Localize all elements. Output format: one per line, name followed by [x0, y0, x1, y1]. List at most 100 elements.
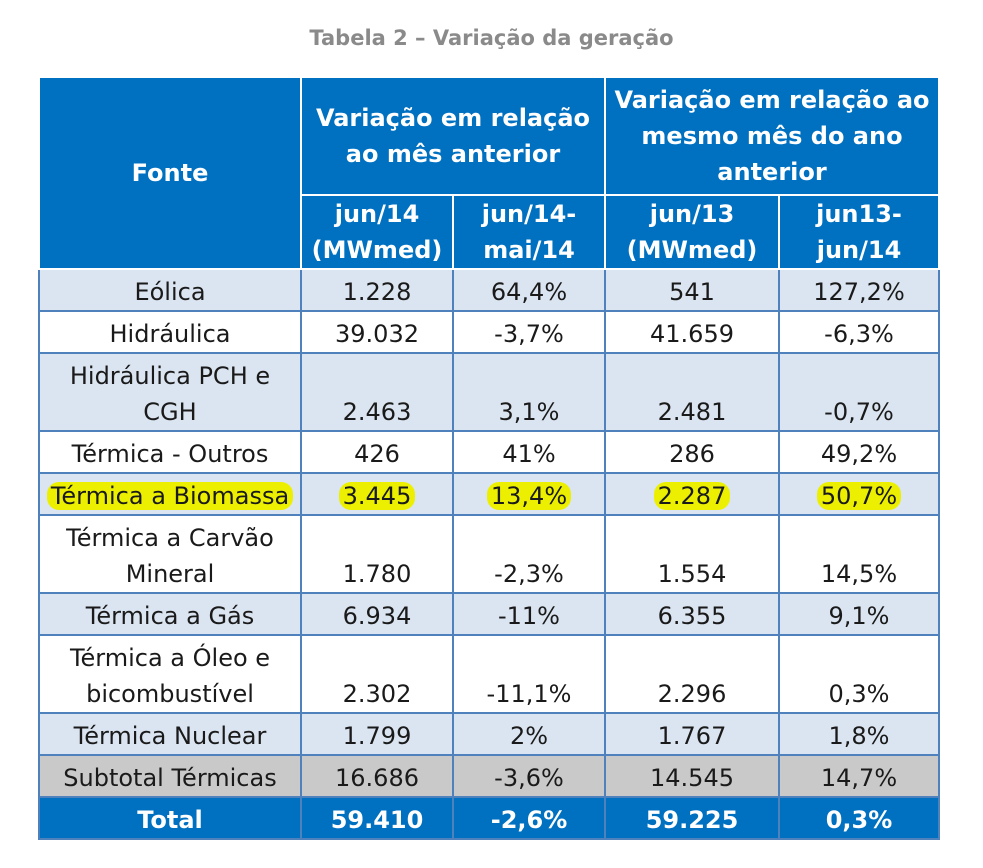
- row-fonte-label: Térmica a Carvão Mineral: [66, 524, 274, 588]
- row-fonte-cell: Eólica: [38, 268, 302, 312]
- row-value: 286: [669, 440, 715, 468]
- row-value-cell: 59.410: [300, 796, 454, 840]
- row-value-cell: -0,7%: [778, 352, 940, 432]
- table-row: Térmica a Gás 6.934 -11% 6.355 9,1%: [38, 592, 940, 636]
- header-group-prev-year: Variação em relação ao mesmo mês do ano …: [604, 76, 940, 196]
- row-value: 2.481: [657, 398, 727, 426]
- row-value: 41%: [502, 440, 556, 468]
- row-value-cell: 13,4%: [452, 472, 606, 516]
- row-fonte-label: Eólica: [134, 278, 206, 306]
- table-row: Hidráulica 39.032 -3,7% 41.659 -6,3%: [38, 310, 940, 354]
- row-value: -2,6%: [490, 806, 568, 834]
- row-value: 541: [669, 278, 715, 306]
- row-value: 14,7%: [820, 764, 898, 792]
- row-fonte-label: Térmica a Óleo e bicombustível: [69, 644, 271, 708]
- row-value-cell: -2,6%: [452, 796, 606, 840]
- row-value: 2.302: [342, 680, 412, 708]
- row-value-cell: -3,7%: [452, 310, 606, 354]
- row-fonte-label: Térmica a Biomassa: [46, 482, 294, 510]
- row-value: 0,3%: [825, 806, 893, 834]
- row-value: -2,3%: [494, 560, 564, 588]
- row-value-cell: 0,3%: [778, 796, 940, 840]
- row-value-cell: 50,7%: [778, 472, 940, 516]
- row-value: 14.545: [650, 764, 734, 792]
- row-value: 1.799: [342, 722, 412, 750]
- row-value-cell: -6,3%: [778, 310, 940, 354]
- row-value-cell: -3,6%: [452, 754, 606, 798]
- row-value-cell: -11,1%: [452, 634, 606, 714]
- row-value: 14,5%: [820, 560, 898, 588]
- row-fonte-cell: Térmica - Outros: [38, 430, 302, 474]
- row-value: 16.686: [335, 764, 419, 792]
- row-value: -3,6%: [494, 764, 564, 792]
- row-value: 2.463: [342, 398, 412, 426]
- row-fonte-label: Hidráulica PCH e CGH: [69, 362, 271, 426]
- row-value: 64,4%: [490, 278, 568, 306]
- row-value-cell: -11%: [452, 592, 606, 636]
- row-value: 1,8%: [828, 722, 890, 750]
- row-value: -6,3%: [824, 320, 894, 348]
- row-value: 2%: [509, 722, 549, 750]
- row-value-cell: 64,4%: [452, 268, 606, 312]
- row-fonte-cell: Térmica a Óleo e bicombustível: [38, 634, 302, 714]
- row-value: 426: [354, 440, 400, 468]
- row-fonte-cell: Térmica a Biomassa: [38, 472, 302, 516]
- row-value-cell: 1.554: [604, 514, 780, 594]
- row-value-cell: 1.780: [300, 514, 454, 594]
- row-value-cell: 0,3%: [778, 634, 940, 714]
- total-row: Total 59.410 -2,6% 59.225 0,3%: [38, 796, 940, 840]
- table-row: Térmica - Outros 426 41% 286 49,2%: [38, 430, 940, 474]
- generation-table: Fonte Variação em relação ao mês anterio…: [38, 76, 940, 840]
- row-value: 3,1%: [498, 398, 560, 426]
- row-value-cell: 9,1%: [778, 592, 940, 636]
- row-value-cell: 41.659: [604, 310, 780, 354]
- row-value: 59.225: [645, 806, 739, 834]
- row-value-cell: 1.767: [604, 712, 780, 756]
- row-fonte-cell: Térmica Nuclear: [38, 712, 302, 756]
- row-value: 3.445: [338, 482, 416, 510]
- row-value-cell: 286: [604, 430, 780, 474]
- row-value: 49,2%: [820, 440, 898, 468]
- row-value-cell: 2.287: [604, 472, 780, 516]
- row-value-cell: 14,5%: [778, 514, 940, 594]
- row-value-cell: 2%: [452, 712, 606, 756]
- row-value-cell: 59.225: [604, 796, 780, 840]
- row-value: -11%: [497, 602, 560, 630]
- row-value: 13,4%: [486, 482, 572, 510]
- row-value-cell: 426: [300, 430, 454, 474]
- row-value-cell: 2.296: [604, 634, 780, 714]
- row-fonte-label: Total: [137, 806, 203, 834]
- row-value-cell: 1.228: [300, 268, 454, 312]
- row-value: 6.355: [657, 602, 727, 630]
- row-value: 2.287: [653, 482, 731, 510]
- row-value-cell: 49,2%: [778, 430, 940, 474]
- row-value-cell: 3.445: [300, 472, 454, 516]
- table-row: Térmica a Óleo e bicombustível 2.302 -11,1…: [38, 634, 940, 714]
- row-value-cell: 16.686: [300, 754, 454, 798]
- header-col-jun14: jun/14 (MWmed): [300, 194, 454, 270]
- header-col-jun14-mai14: jun/14-mai/14: [452, 194, 606, 270]
- row-fonte-cell: Hidráulica PCH e CGH: [38, 352, 302, 432]
- header-group-prev-month: Variação em relação ao mês anterior: [300, 76, 606, 196]
- row-value: 9,1%: [828, 602, 890, 630]
- row-value-cell: 6.355: [604, 592, 780, 636]
- row-value: 1.228: [342, 278, 412, 306]
- row-value-cell: 39.032: [300, 310, 454, 354]
- row-value-cell: 127,2%: [778, 268, 940, 312]
- row-value-cell: -2,3%: [452, 514, 606, 594]
- row-value-cell: 6.934: [300, 592, 454, 636]
- row-fonte-cell: Térmica a Carvão Mineral: [38, 514, 302, 594]
- header-fonte: Fonte: [38, 76, 302, 270]
- row-value: 59.410: [330, 806, 424, 834]
- row-value-cell: 541: [604, 268, 780, 312]
- row-value-cell: 41%: [452, 430, 606, 474]
- table-row: Térmica a Carvão Mineral 1.780 -2,3% 1.554 1…: [38, 514, 940, 594]
- row-fonte-cell: Subtotal Térmicas: [38, 754, 302, 798]
- row-fonte-label: Subtotal Térmicas: [63, 764, 277, 792]
- row-value-cell: 14,7%: [778, 754, 940, 798]
- table-row: Hidráulica PCH e CGH 2.463 3,1% 2.481 -0,7%: [38, 352, 940, 432]
- row-fonte-cell: Hidráulica: [38, 310, 302, 354]
- header-row-columns: jun/14 (MWmed) jun/14-mai/14 jun/13 (MWm…: [39, 194, 940, 270]
- row-value: -3,7%: [494, 320, 564, 348]
- row-value: -11,1%: [486, 680, 572, 708]
